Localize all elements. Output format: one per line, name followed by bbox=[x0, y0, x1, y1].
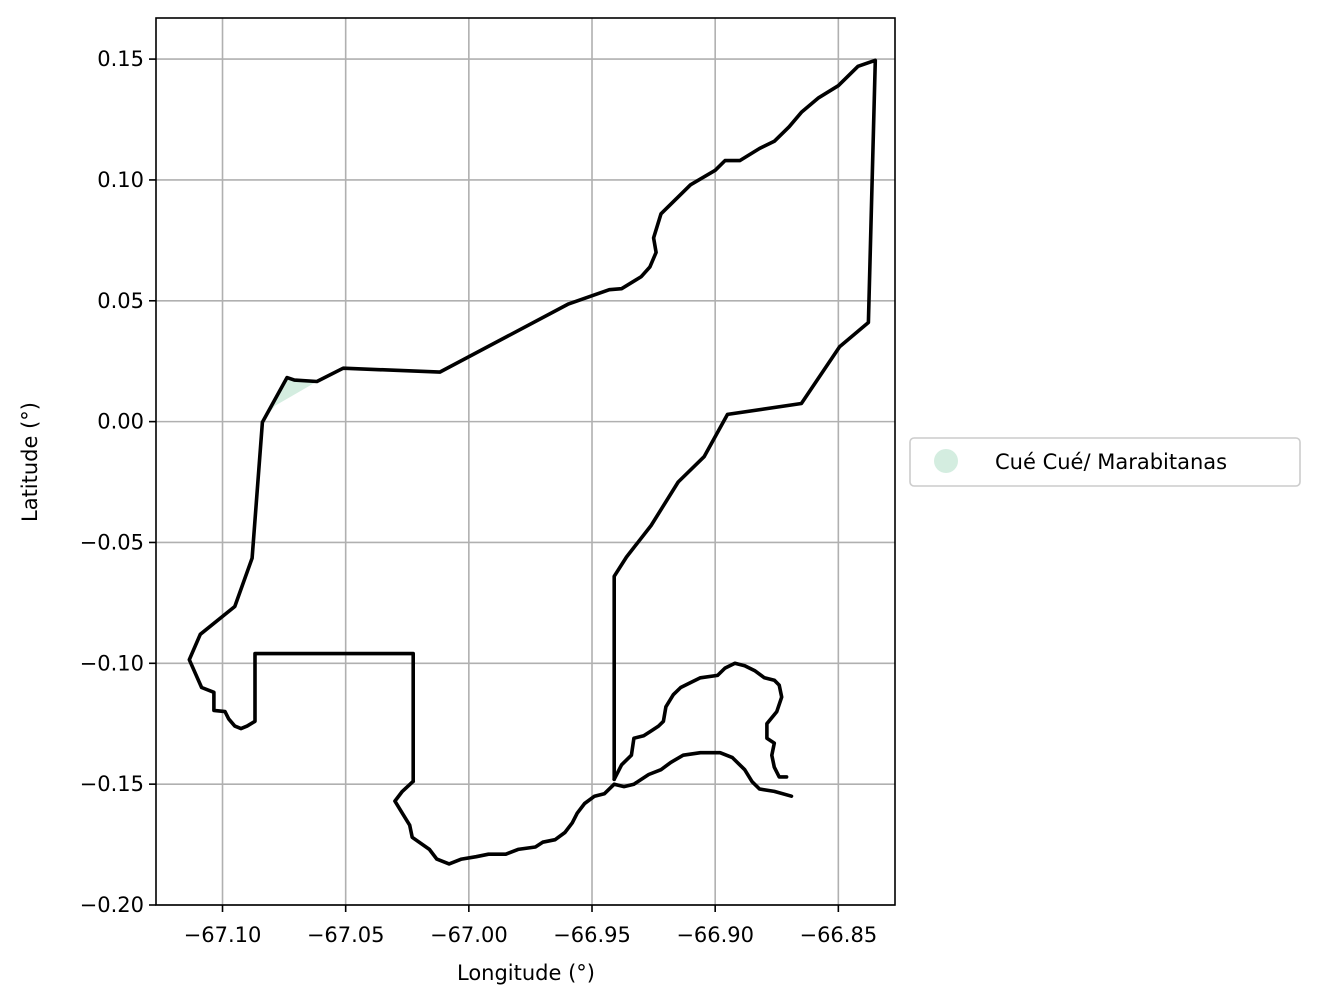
plot-frame bbox=[155, 17, 896, 906]
boundary-line bbox=[187, 58, 878, 784]
boundary-line bbox=[612, 661, 789, 782]
x-tick-label: −66.95 bbox=[553, 923, 631, 947]
legend-marker bbox=[934, 449, 958, 473]
y-tick-label: −0.15 bbox=[80, 772, 144, 796]
legend-box bbox=[909, 437, 1301, 487]
boundary-layer bbox=[187, 58, 878, 866]
x-tick-label: −66.90 bbox=[676, 923, 754, 947]
y-axis-label: Latitude (°) bbox=[18, 402, 42, 522]
x-tick-label: −67.05 bbox=[307, 923, 385, 947]
y-tick-label: 0.15 bbox=[97, 47, 144, 71]
axis-ticks: −67.10 −67.05 −67.00 −66.95 −66.90 −66.85 0.15… bbox=[80, 47, 878, 947]
x-tick-label: −67.00 bbox=[430, 923, 508, 947]
y-tick-label: −0.05 bbox=[80, 530, 144, 554]
region-fill bbox=[262, 377, 317, 423]
legend: Cué Cué/ Marabitanas bbox=[909, 437, 1301, 487]
x-axis-label: Longitude (°) bbox=[457, 961, 595, 985]
x-tick-label: −66.85 bbox=[799, 923, 877, 947]
y-tick-label: 0.05 bbox=[97, 289, 144, 313]
y-tick-label: −0.10 bbox=[80, 651, 144, 675]
plot-area bbox=[156, 18, 895, 905]
y-tick-label: −0.20 bbox=[80, 893, 144, 917]
region-fill-layer bbox=[262, 377, 317, 423]
y-tick-label: 0.00 bbox=[97, 410, 144, 434]
y-tick-label: 0.10 bbox=[97, 168, 144, 192]
legend-label: Cué Cué/ Marabitanas bbox=[995, 450, 1227, 474]
x-tick-label: −67.10 bbox=[184, 923, 262, 947]
boundary-line bbox=[393, 750, 794, 866]
